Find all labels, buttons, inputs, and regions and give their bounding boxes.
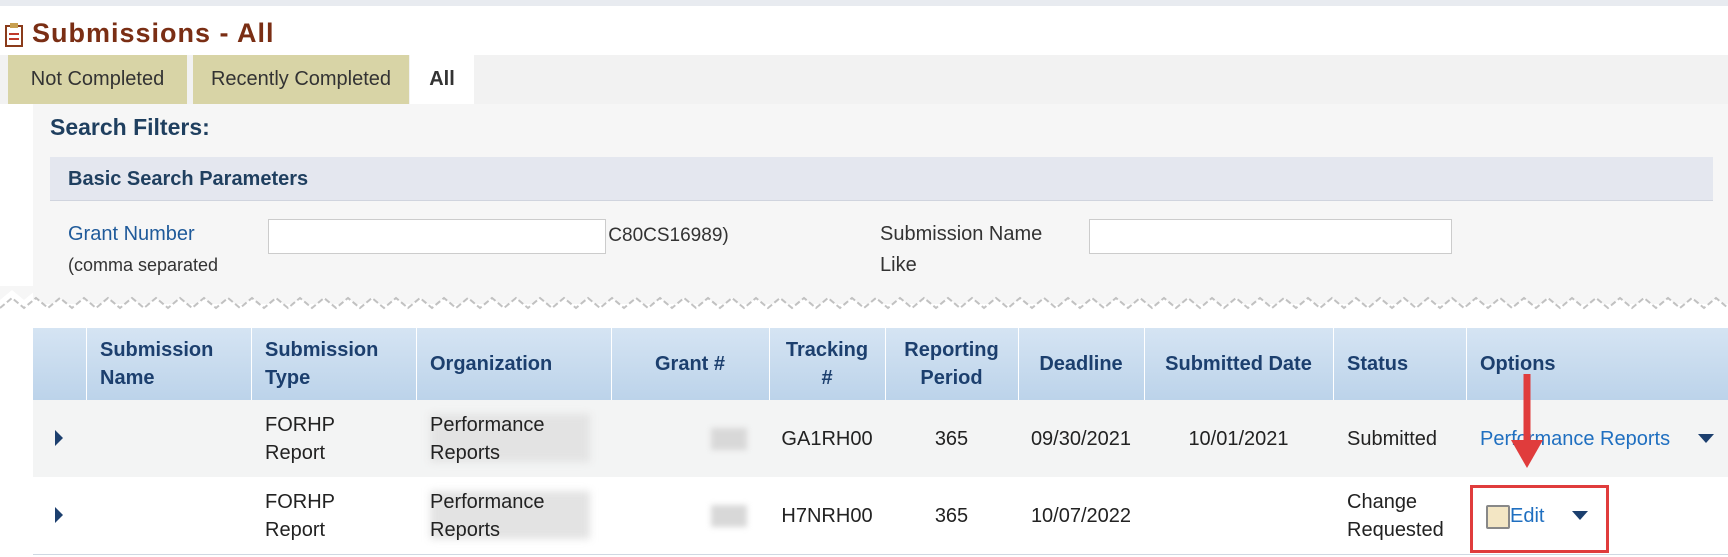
section-title: Basic Search Parameters [68,168,309,190]
cell-text: 10/01/2021 [1188,427,1289,450]
blurred-grant-suffix [711,505,747,527]
page-title: Submissions - All [32,18,275,48]
cell-text: Report [265,441,326,464]
cell-text: Submitted [1347,427,1438,450]
torn-edge-shape [0,286,1728,300]
column-divider [251,328,252,400]
option-link[interactable]: Edit [1510,504,1545,527]
blurred-organization [430,491,590,539]
column-header: Submission [100,339,214,361]
title-icon [5,23,23,47]
column-header: Type [265,367,311,389]
top-strip [0,0,1728,6]
column-divider [769,328,770,400]
filters-heading: Search Filters: [50,114,210,140]
cell-text: 10/07/2022 [1030,504,1132,527]
column-header: Reporting [904,339,999,361]
torn-edge-shape [0,296,1728,310]
cell-text: Performance [430,490,545,513]
cell-text: Reports [430,441,501,464]
dropdown-arrow[interactable] [1572,511,1588,520]
column-divider [611,328,612,400]
grant-input[interactable] [268,219,606,254]
torn-edge [0,286,1728,326]
edit-icon [1486,505,1510,529]
table-header [33,328,1728,402]
tab[interactable]: Recently Completed [193,55,409,104]
section-bar [50,157,1713,201]
dropdown-arrow[interactable] [1698,434,1714,443]
cell-text: Report [265,518,326,541]
torn-edge-shape [0,298,1728,326]
column-divider [86,328,87,400]
name-input[interactable] [1089,219,1452,254]
column-divider [1144,328,1145,400]
blurred-organization [430,414,590,462]
filter-panel [33,104,1728,304]
arrow-head [1511,440,1543,468]
name-label-2: Like [880,254,917,276]
grant-label: Grant Number [68,223,195,245]
column-divider [416,328,417,400]
cell-text: FORHP [265,490,335,513]
blurred-grant-suffix [711,428,747,450]
cell-text: 365 [934,504,969,527]
annotation-arrow [1511,374,1543,468]
cell-text: Reports [430,518,501,541]
cell-text: 365 [934,427,969,450]
column-header: Tracking [785,339,869,361]
expand-toggle[interactable] [55,430,63,446]
column-header: Deadline [1039,353,1123,375]
column-divider [885,328,886,400]
column-header: Name [100,367,155,389]
column-header: Options [1480,353,1556,375]
cell-text: FORHP [265,413,335,436]
column-header: Submitted Date [1165,353,1312,375]
tab-active[interactable]: All [410,55,474,104]
highlight-box [1470,485,1609,553]
cell-text: H7NRH00 [781,504,873,527]
expand-toggle[interactable] [55,507,63,523]
column-header: Grant # [654,353,726,375]
column-header: Status [1347,353,1409,375]
table-row [33,477,1728,555]
cell-text: Performance [430,413,545,436]
name-label: Submission Name [880,223,1043,245]
grant-hint: (comma separated [68,255,219,275]
tab[interactable]: Not Completed [8,55,187,104]
column-header: Submission [265,339,379,361]
column-header: Period [920,367,983,389]
column-header: # [821,367,833,389]
cell-text: 09/30/2021 [1030,427,1132,450]
cell-text: GA1RH00 [781,427,873,450]
column-divider [1018,328,1019,400]
column-divider [1466,328,1467,400]
column-header: Organization [430,353,553,375]
cell-text: Requested [1347,518,1444,541]
column-divider [1333,328,1334,400]
cell-text: Change [1347,490,1418,513]
